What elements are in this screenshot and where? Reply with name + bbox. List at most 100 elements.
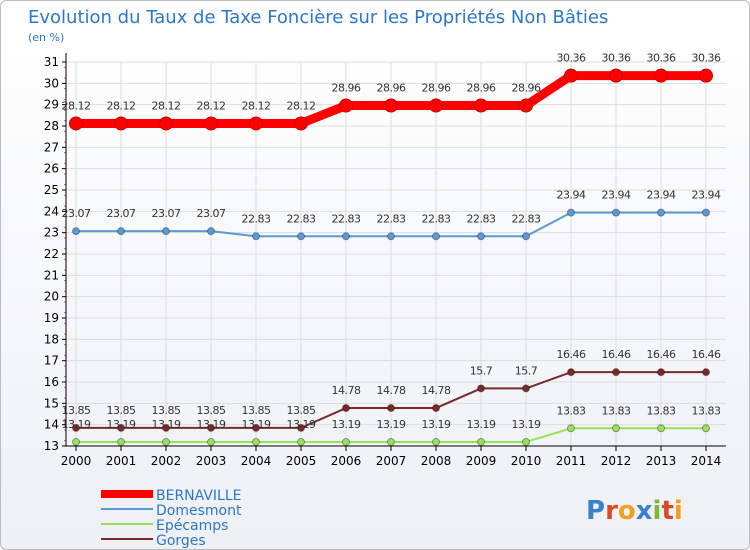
x-tick-label: 2013 — [646, 454, 677, 468]
data-point-ep-camps — [117, 437, 125, 446]
data-label-bernaville: 28.96 — [377, 82, 406, 95]
y-tick-label: 13 — [44, 439, 59, 453]
x-tick-label: 2007 — [376, 454, 407, 468]
data-point-bernaville — [69, 116, 83, 131]
data-label-domesmont: 22.83 — [467, 212, 496, 225]
chart-title: Evolution du Taux de Taxe Foncière sur l… — [28, 7, 608, 28]
data-point-ep-camps — [612, 424, 620, 433]
data-point-bernaville — [654, 68, 668, 83]
y-tick-label: 20 — [44, 290, 59, 304]
data-label-gorges: 16.46 — [602, 348, 631, 361]
y-tick-label: 25 — [44, 183, 59, 197]
data-point-ep-camps — [477, 437, 485, 446]
data-point-bernaville — [564, 68, 578, 83]
data-label-ep-camps: 13.19 — [197, 418, 226, 431]
legend-label: Gorges — [156, 533, 206, 549]
data-label-ep-camps: 13.19 — [332, 418, 361, 431]
data-label-domesmont: 22.83 — [422, 212, 451, 225]
data-label-gorges: 15.7 — [470, 364, 493, 377]
data-label-domesmont: 23.07 — [152, 207, 181, 220]
data-label-ep-camps: 13.83 — [647, 404, 676, 417]
data-point-domesmont — [432, 232, 440, 241]
y-tick-label: 19 — [44, 311, 59, 325]
data-label-bernaville: 28.96 — [512, 82, 541, 95]
data-point-gorges — [477, 384, 485, 393]
y-tick-label: 28 — [44, 119, 59, 133]
data-label-domesmont: 23.07 — [107, 207, 136, 220]
data-point-ep-camps — [342, 437, 350, 446]
data-point-domesmont — [162, 227, 170, 236]
data-label-bernaville: 28.12 — [152, 99, 181, 112]
data-point-ep-camps — [72, 437, 80, 446]
data-label-gorges: 13.85 — [107, 404, 136, 417]
data-point-domesmont — [477, 232, 485, 241]
data-point-domesmont — [522, 232, 530, 241]
data-label-bernaville: 28.12 — [62, 99, 91, 112]
data-point-ep-camps — [207, 437, 215, 446]
data-point-bernaville — [204, 116, 218, 131]
series-ep-camps — [72, 424, 710, 446]
data-label-bernaville: 30.36 — [692, 52, 721, 65]
data-label-domesmont: 22.83 — [512, 212, 541, 225]
legend-label: BERNAVILLE — [156, 488, 241, 504]
x-tick-label: 2001 — [106, 454, 137, 468]
data-point-domesmont — [207, 227, 215, 236]
axes: 13 14 15 16 17 18 19 20 21 22 23 24 25 26 27 28 29 30 31 20… — [44, 53, 726, 468]
data-point-domesmont — [387, 232, 395, 241]
data-point-bernaville — [294, 116, 308, 131]
data-label-domesmont: 22.83 — [287, 212, 316, 225]
data-point-gorges — [657, 368, 665, 377]
data-point-domesmont — [297, 232, 305, 241]
data-label-domesmont: 23.94 — [692, 189, 721, 202]
logo-letter: i — [674, 496, 683, 526]
data-label-gorges: 16.46 — [692, 348, 721, 361]
data-point-bernaville — [609, 68, 623, 83]
data-point-bernaville — [474, 98, 488, 113]
data-point-bernaville — [114, 116, 128, 131]
data-label-domesmont: 23.07 — [197, 207, 226, 220]
x-tick-label: 2000 — [61, 454, 92, 468]
data-point-bernaville — [159, 116, 173, 131]
y-tick-label: 26 — [44, 162, 59, 176]
data-label-bernaville: 30.36 — [557, 52, 586, 65]
data-point-domesmont — [702, 208, 710, 217]
data-label-bernaville: 28.96 — [422, 82, 451, 95]
data-label-gorges: 13.85 — [62, 404, 91, 417]
legend-label: Epécamps — [156, 518, 228, 534]
data-point-gorges — [567, 368, 575, 377]
data-label-domesmont: 22.83 — [332, 212, 361, 225]
data-label-ep-camps: 13.19 — [512, 418, 541, 431]
data-label-domesmont: 23.07 — [62, 207, 91, 220]
data-point-bernaville — [429, 98, 443, 113]
data-point-domesmont — [252, 232, 260, 241]
y-tick-label: 15 — [44, 396, 59, 410]
data-label-gorges: 13.85 — [152, 404, 181, 417]
y-tick-label: 29 — [44, 98, 59, 112]
data-label-ep-camps: 13.19 — [377, 418, 406, 431]
data-point-gorges — [207, 423, 215, 432]
logo-letter: r — [605, 496, 618, 526]
data-point-ep-camps — [387, 437, 395, 446]
data-point-ep-camps — [567, 424, 575, 433]
logo-text: Proxiti — [586, 496, 683, 526]
labels-gorges: 13.85 13.85 13.85 13.85 13.85 13.85 14.78 14.78… — [62, 348, 722, 417]
data-label-gorges: 13.85 — [197, 404, 226, 417]
logo-letter: o — [618, 496, 636, 526]
data-point-bernaville — [519, 98, 533, 113]
x-tick-label: 2006 — [331, 454, 362, 468]
data-label-gorges: 13.85 — [242, 404, 271, 417]
y-tick-label: 17 — [44, 354, 59, 368]
x-tick-label: 2009 — [466, 454, 497, 468]
x-tick-label: 2011 — [556, 454, 587, 468]
x-tick-label: 2014 — [691, 454, 722, 468]
y-tick-label: 16 — [44, 375, 59, 389]
y-axis-label: (en %) — [28, 31, 64, 44]
y-tick-label: 27 — [44, 140, 59, 154]
series-bernaville — [69, 68, 713, 131]
plot-area: 28.12 28.12 28.12 28.12 28.12 28.12 28.96 28.96… — [62, 52, 721, 446]
data-point-gorges — [522, 384, 530, 393]
data-point-ep-camps — [702, 424, 710, 433]
data-label-domesmont: 22.83 — [242, 212, 271, 225]
